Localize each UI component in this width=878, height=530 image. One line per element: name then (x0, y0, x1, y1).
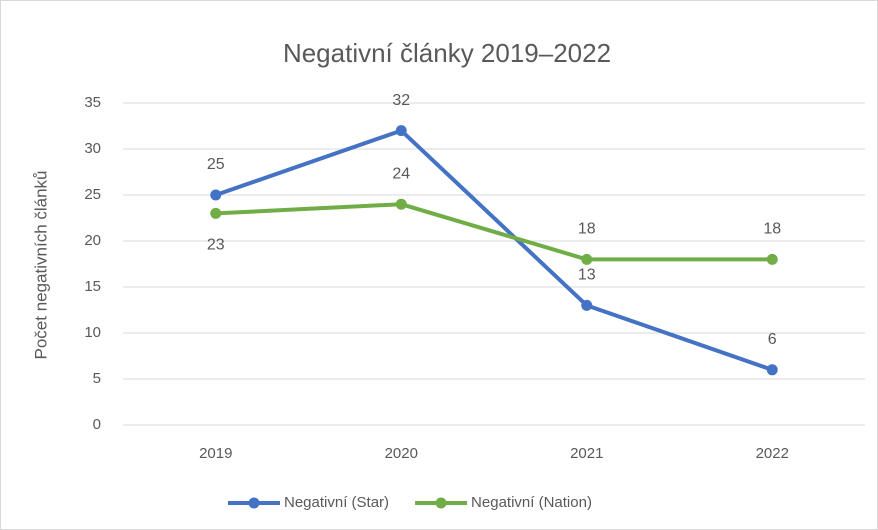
data-label: 32 (392, 92, 410, 109)
x-tick-label: 2022 (756, 445, 789, 462)
y-tick-label: 25 (84, 186, 101, 203)
point (395, 198, 407, 210)
y-tick-label: 0 (93, 416, 101, 433)
point (581, 253, 593, 265)
point (766, 364, 778, 376)
data-label: 6 (768, 331, 777, 348)
chart-title: Negativní články 2019–2022 (283, 38, 611, 68)
y-tick-label: 35 (84, 94, 101, 111)
x-tick-label: 2021 (570, 445, 603, 462)
y-tick-label: 30 (84, 140, 101, 157)
y-tick-label: 10 (84, 324, 101, 341)
series-line (215, 128, 773, 372)
point (581, 299, 593, 311)
point (210, 189, 222, 201)
data-label: 25 (207, 156, 225, 173)
data-label: 18 (578, 221, 596, 238)
point (395, 125, 407, 137)
point (210, 207, 222, 219)
data-label: 18 (763, 221, 781, 238)
legend-marker (435, 497, 447, 509)
y-tick-label: 15 (84, 278, 101, 295)
data-label: 13 (578, 267, 596, 284)
series-line (215, 202, 773, 262)
legend-marker (248, 497, 260, 509)
x-tick-label: 2019 (199, 445, 232, 462)
y-tick-label: 20 (84, 232, 101, 249)
data-label: 23 (207, 237, 225, 254)
y-axis-label: Počet negativních článků (31, 170, 50, 359)
legend-label: Negativní (Star) (284, 494, 389, 511)
x-tick-label: 2020 (385, 445, 418, 462)
y-tick-label: 5 (93, 370, 101, 387)
data-label: 24 (392, 165, 410, 182)
point (766, 253, 778, 265)
legend-label: Negativní (Nation) (471, 494, 592, 511)
